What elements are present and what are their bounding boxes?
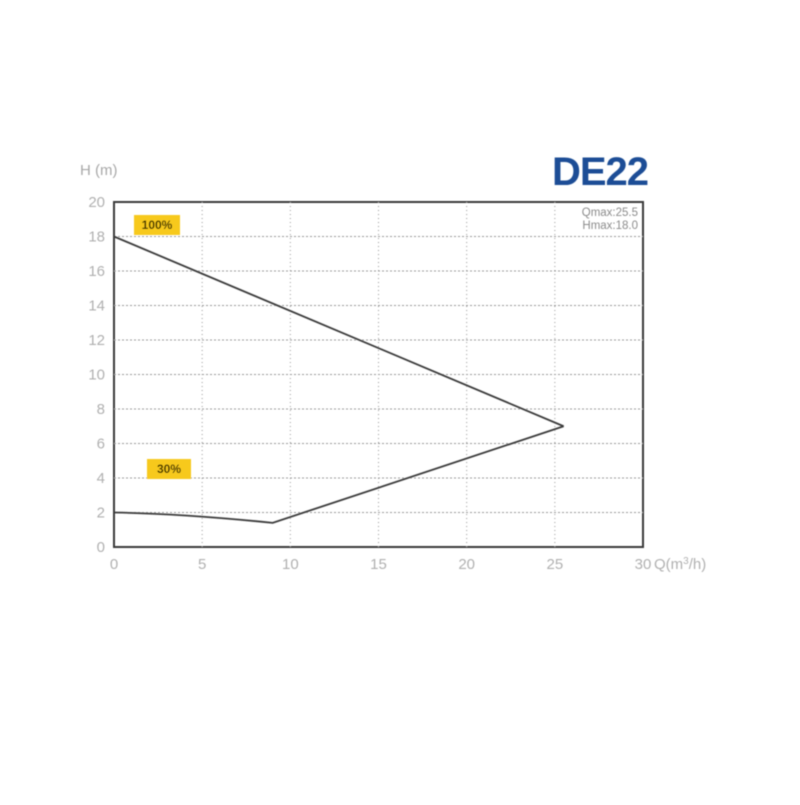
svg-text:2: 2 <box>97 505 105 522</box>
svg-text:8: 8 <box>97 401 105 418</box>
svg-text:4: 4 <box>97 470 105 487</box>
svg-text:Qmax:25.5: Qmax:25.5 <box>582 207 638 219</box>
svg-text:0: 0 <box>97 539 105 556</box>
svg-text:Hmax:18.0: Hmax:18.0 <box>582 220 638 232</box>
svg-text:6: 6 <box>97 436 105 453</box>
svg-text:10: 10 <box>88 367 105 384</box>
svg-text:H (m): H (m) <box>80 162 118 179</box>
svg-text:12: 12 <box>88 332 105 349</box>
svg-text:20: 20 <box>88 194 105 211</box>
svg-text:25: 25 <box>546 556 563 573</box>
svg-text:20: 20 <box>458 556 475 573</box>
svg-text:0: 0 <box>110 556 118 573</box>
svg-text:10: 10 <box>282 556 299 573</box>
svg-text:15: 15 <box>370 556 387 573</box>
svg-text:30: 30 <box>635 556 652 573</box>
svg-text:5: 5 <box>198 556 206 573</box>
svg-text:16: 16 <box>88 263 105 280</box>
svg-text:18: 18 <box>88 229 105 246</box>
svg-text:14: 14 <box>88 298 105 315</box>
svg-text:30%: 30% <box>157 462 181 476</box>
svg-text:Q(m3/h): Q(m3/h) <box>654 556 706 574</box>
svg-text:100%: 100% <box>142 218 173 232</box>
svg-text:DE22: DE22 <box>552 150 648 194</box>
